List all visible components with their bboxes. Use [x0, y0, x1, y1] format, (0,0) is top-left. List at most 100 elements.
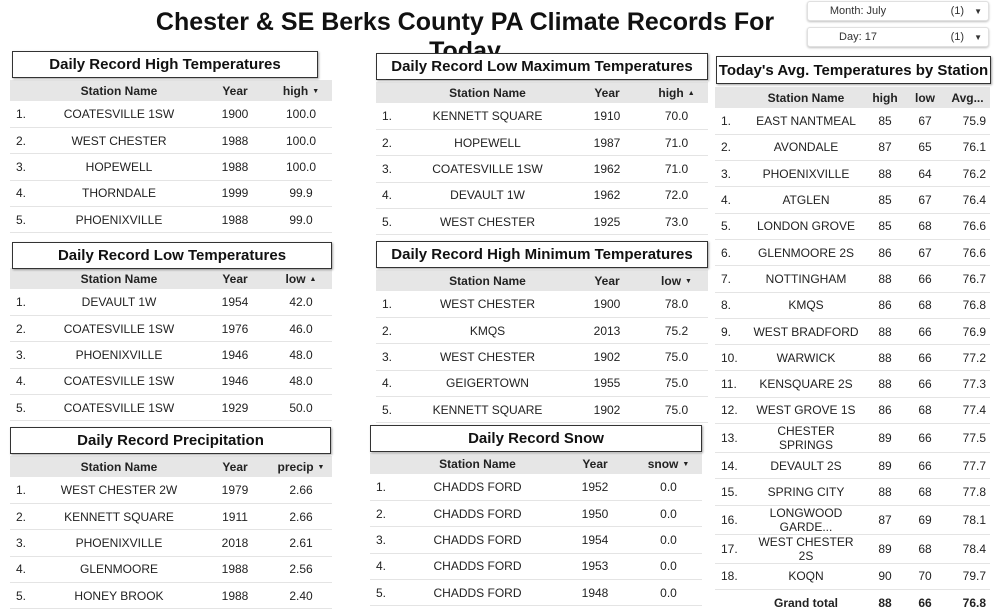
table-row: 3. PHOENIXVILLE 88 64 76.2	[715, 160, 990, 188]
caret-down-icon[interactable]: ▼	[312, 87, 320, 95]
table-row: 10. WARWICK 88 66 77.2	[715, 344, 990, 372]
table-row: 3. CHADDS FORD 1954 0.0	[370, 526, 702, 554]
table-row: 18. KOQN 90 70 79.7	[715, 563, 990, 590]
month-filter[interactable]: Month: July (1) ▼	[807, 1, 989, 21]
table-row: 3. PHOENIXVILLE 1946 48.0	[10, 341, 332, 369]
grand-total-row: Grand total 88 66 76.8	[715, 588, 990, 610]
table-row: 13. CHESTER SPRINGS 89 66 77.5	[715, 423, 990, 454]
table-row: 2. CHADDS FORD 1950 0.0	[370, 500, 702, 528]
column-header-station[interactable]: Station Name	[406, 82, 569, 103]
record-precip-table: Station Name Year precip ▼ 1. WEST CHESTER…	[10, 456, 332, 610]
grand-total-label: Grand total	[747, 588, 865, 610]
column-header-station[interactable]: Station Name	[400, 453, 555, 474]
caret-up-icon[interactable]: ▲	[309, 275, 317, 283]
column-header-low[interactable]: low ▲	[270, 268, 332, 289]
record-snow-table: Station Name Year snow ▼ 1. CHADDS FORD 195…	[370, 453, 702, 607]
column-header-low[interactable]: low ▼	[645, 270, 708, 291]
column-header-high[interactable]: high ▼	[270, 80, 332, 101]
column-header-snow[interactable]: snow ▼	[635, 453, 702, 474]
table-row: 1. DEVAULT 1W 1954 42.0	[10, 289, 332, 316]
column-header-year[interactable]: Year	[569, 82, 645, 103]
column-header-station[interactable]: Station Name	[38, 456, 200, 477]
table-row: 2. WEST CHESTER 1988 100.0	[10, 127, 332, 155]
table-row: 4. DEVAULT 1W 1962 72.0	[376, 182, 708, 210]
column-header-avg[interactable]: Avg...	[945, 87, 990, 108]
table-row: 2. HOPEWELL 1987 71.0	[376, 129, 708, 157]
table-row: 3. HOPEWELL 1988 100.0	[10, 153, 332, 181]
table-row: 2. KMQS 2013 75.2	[376, 317, 708, 345]
chevron-down-icon[interactable]: ▼	[974, 32, 982, 42]
record-snow-title: Daily Record Snow	[370, 425, 702, 452]
column-header-year[interactable]: Year	[555, 453, 635, 474]
record-high-min-table: Station Name Year low ▼ 1. WEST CHESTER 190…	[376, 270, 708, 424]
column-header-high[interactable]: high ▲	[645, 82, 708, 103]
table-row: 6. GLENMOORE 2S 86 67 76.6	[715, 239, 990, 267]
table-row: 1. CHADDS FORD 1952 0.0	[370, 474, 702, 501]
month-filter-count: (1)	[950, 5, 965, 17]
table-row: 1. WEST CHESTER 1900 78.0	[376, 291, 708, 318]
table-row: 1. WEST CHESTER 2W 1979 2.66	[10, 477, 332, 504]
table-row: 2. KENNETT SQUARE 1911 2.66	[10, 503, 332, 531]
caret-down-icon[interactable]: ▼	[685, 277, 692, 285]
month-filter-label: Month: July	[829, 5, 887, 17]
table-row: 17. WEST CHESTER 2S 89 68 78.4	[715, 534, 990, 564]
table-row: 5. LONDON GROVE 85 68 76.6	[715, 213, 990, 240]
day-filter[interactable]: Day: 17 (1) ▼	[807, 27, 989, 47]
table-row: 2. COATESVILLE 1SW 1976 46.0	[10, 315, 332, 343]
table-row: 15. SPRING CITY 88 68 77.8	[715, 478, 990, 506]
table-row: 16. LONGWOOD GARDE... 87 69 78.1	[715, 505, 990, 535]
column-header-year[interactable]: Year	[200, 456, 270, 477]
table-row: 9. WEST BRADFORD 88 66 76.9	[715, 318, 990, 346]
table-row: 5. PHOENIXVILLE 1988 99.0	[10, 206, 332, 234]
table-row: 3. PHOENIXVILLE 2018 2.61	[10, 529, 332, 557]
page-title: Chester & SE Berks County PA Climate Rec…	[155, 8, 775, 65]
table-row: 1. COATESVILLE 1SW 1900 100.0	[10, 101, 332, 128]
record-low-max-title: Daily Record Low Maximum Temperatures	[376, 53, 708, 80]
table-row: 7. NOTTINGHAM 88 66 76.7	[715, 265, 990, 293]
table-row: 4. GEIGERTOWN 1955 75.0	[376, 370, 708, 398]
avg-temps-title: Today's Avg. Temperatures by Station	[716, 56, 991, 84]
caret-down-icon[interactable]: ▼	[317, 463, 325, 471]
record-high-min-title: Daily Record High Minimum Temperatures	[376, 241, 708, 268]
chevron-down-icon[interactable]: ▼	[974, 6, 982, 16]
table-row: 4. ATGLEN 85 67 76.4	[715, 186, 990, 214]
table-row: 5. COATESVILLE 1SW 1929 50.0	[10, 394, 332, 422]
table-row: 11. KENSQUARE 2S 88 66 77.3	[715, 370, 990, 398]
table-row: 3. COATESVILLE 1SW 1962 71.0	[376, 155, 708, 183]
record-low-table: Station Name Year low ▲ 1. DEVAULT 1W 1954 4…	[10, 268, 332, 422]
column-header-station[interactable]: Station Name	[38, 80, 200, 101]
day-filter-count: (1)	[950, 31, 965, 43]
column-header-station[interactable]: Station Name	[406, 270, 569, 291]
column-header-low[interactable]: low	[905, 87, 945, 108]
table-row: 1. KENNETT SQUARE 1910 70.0	[376, 103, 708, 130]
column-header-year[interactable]: Year	[200, 268, 270, 289]
table-row: 14. DEVAULT 2S 89 66 77.7	[715, 452, 990, 480]
day-filter-label: Day: 17	[839, 31, 877, 43]
record-precip-title: Daily Record Precipitation	[10, 427, 331, 454]
record-low-max-table: Station Name Year high ▲ 1. KENNETT SQUARE…	[376, 82, 708, 236]
table-row: 4. THORNDALE 1999 99.9	[10, 180, 332, 208]
record-high-title: Daily Record High Temperatures	[12, 51, 318, 78]
column-header-year[interactable]: Year	[569, 270, 645, 291]
column-header-high[interactable]: high	[865, 87, 905, 108]
caret-down-icon[interactable]: ▼	[682, 460, 690, 468]
column-header-station[interactable]: Station Name	[747, 87, 865, 108]
column-header-precip[interactable]: precip ▼	[270, 456, 332, 477]
table-row: 5. WEST CHESTER 1925 73.0	[376, 208, 708, 236]
caret-up-icon[interactable]: ▲	[687, 89, 695, 97]
column-header-station[interactable]: Station Name	[38, 268, 200, 289]
column-header-year[interactable]: Year	[200, 80, 270, 101]
table-row: 3. WEST CHESTER 1902 75.0	[376, 343, 708, 371]
table-row: 5. KENNETT SQUARE 1902 75.0	[376, 396, 708, 424]
table-row: 1. EAST NANTMEAL 85 67 75.9	[715, 108, 990, 135]
avg-temps-table: Station Name high low Avg... 1. EAST NANT…	[715, 87, 990, 610]
table-row: 2. AVONDALE 87 65 76.1	[715, 134, 990, 162]
table-row: 5. HONEY BROOK 1988 2.40	[10, 582, 332, 610]
table-row: 4. COATESVILLE 1SW 1946 48.0	[10, 368, 332, 396]
table-row: 8. KMQS 86 68 76.8	[715, 292, 990, 319]
record-high-table: Station Name Year high ▼ 1. COATESVILLE 1S…	[10, 80, 332, 234]
table-row: 4. CHADDS FORD 1953 0.0	[370, 553, 702, 581]
table-row: 5. CHADDS FORD 1948 0.0	[370, 579, 702, 607]
table-row: 4. GLENMOORE 1988 2.56	[10, 556, 332, 584]
record-low-title: Daily Record Low Temperatures	[12, 242, 332, 269]
